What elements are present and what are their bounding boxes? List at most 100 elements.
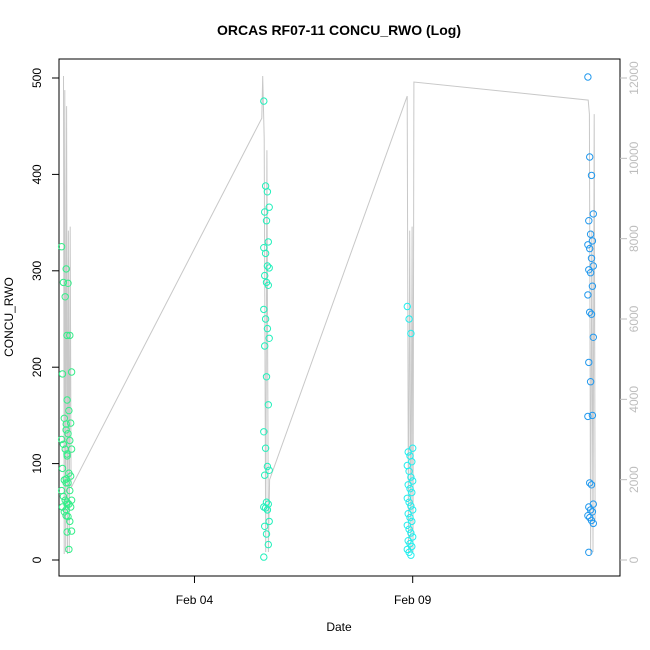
data-point bbox=[407, 551, 415, 559]
data-point bbox=[586, 479, 594, 487]
y-right-tick-label: 8000 bbox=[627, 225, 641, 252]
data-point bbox=[62, 265, 70, 273]
data-point bbox=[264, 401, 272, 409]
data-point bbox=[58, 464, 67, 473]
axes: 0 100 200 300 400 500 0 2000 4000 6000 8000 10000 12… bbox=[30, 61, 641, 607]
point-series bbox=[57, 73, 597, 561]
data-point bbox=[404, 510, 412, 518]
data-point bbox=[587, 310, 596, 318]
data-point bbox=[63, 331, 71, 340]
data-point bbox=[405, 315, 413, 323]
data-point bbox=[57, 243, 66, 251]
data-point bbox=[62, 426, 70, 434]
line-series bbox=[63, 75, 596, 555]
data-point bbox=[586, 244, 594, 253]
data-point bbox=[586, 269, 595, 277]
data-point bbox=[63, 498, 71, 506]
data-point bbox=[586, 506, 595, 514]
data-point bbox=[403, 302, 411, 311]
data-point bbox=[408, 488, 416, 497]
data-point bbox=[65, 406, 73, 415]
data-point bbox=[64, 430, 72, 438]
data-point bbox=[406, 485, 414, 493]
data-point bbox=[260, 428, 268, 436]
data-point bbox=[66, 517, 74, 526]
data-point bbox=[261, 504, 270, 512]
chart-title: ORCAS RF07-11 CONCU_RWO (Log) bbox=[217, 22, 461, 38]
data-point bbox=[65, 545, 73, 554]
data-point bbox=[589, 262, 597, 270]
data-point bbox=[262, 217, 271, 225]
data-point bbox=[587, 171, 596, 180]
data-point bbox=[584, 73, 592, 81]
data-point bbox=[409, 477, 417, 485]
data-point bbox=[409, 533, 417, 541]
data-point bbox=[409, 444, 417, 452]
data-point bbox=[58, 370, 67, 378]
data-point bbox=[263, 462, 272, 471]
data-point bbox=[404, 448, 412, 456]
x-tick-label: Feb 04 bbox=[176, 593, 214, 607]
data-point bbox=[59, 440, 68, 448]
data-point bbox=[586, 230, 595, 238]
data-point bbox=[265, 466, 273, 474]
data-point bbox=[262, 373, 271, 381]
data-point bbox=[62, 420, 70, 428]
data-point bbox=[589, 333, 597, 341]
data-point bbox=[64, 479, 72, 487]
data-point bbox=[265, 203, 273, 211]
data-point bbox=[64, 512, 72, 521]
data-point bbox=[264, 238, 272, 246]
data-point bbox=[64, 279, 72, 287]
data-point bbox=[60, 508, 69, 516]
data-point bbox=[261, 208, 269, 216]
data-point bbox=[67, 419, 75, 427]
y-right-tick-label: 12000 bbox=[627, 61, 641, 95]
data-point bbox=[260, 553, 268, 561]
data-point bbox=[407, 473, 415, 481]
data-point bbox=[261, 249, 270, 258]
data-point bbox=[265, 334, 273, 342]
data-point bbox=[405, 498, 413, 506]
data-point bbox=[588, 237, 597, 245]
x-axis-label: Date bbox=[326, 620, 352, 634]
data-point bbox=[589, 519, 597, 528]
data-point bbox=[57, 435, 66, 444]
data-point bbox=[67, 527, 76, 535]
y-left-tick-label: 200 bbox=[30, 357, 44, 377]
data-point bbox=[586, 153, 594, 161]
data-point bbox=[588, 282, 597, 290]
data-point bbox=[588, 411, 597, 420]
data-point bbox=[265, 264, 273, 272]
data-point bbox=[264, 540, 272, 549]
y-left-tick-label: 100 bbox=[30, 453, 44, 473]
data-point bbox=[405, 525, 413, 533]
y-right-tick-label: 0 bbox=[627, 556, 641, 563]
data-point bbox=[62, 506, 70, 514]
data-point bbox=[585, 548, 593, 556]
data-point bbox=[261, 315, 270, 323]
data-point bbox=[403, 521, 411, 529]
data-point bbox=[62, 475, 70, 483]
data-point bbox=[261, 471, 269, 479]
data-point bbox=[261, 271, 269, 280]
data-point bbox=[260, 305, 268, 314]
data-point bbox=[403, 494, 411, 502]
data-point bbox=[404, 481, 412, 489]
data-point bbox=[407, 529, 415, 537]
data-point bbox=[261, 342, 269, 350]
data-point bbox=[263, 188, 272, 196]
data-point bbox=[588, 508, 597, 516]
data-point bbox=[585, 358, 593, 367]
plot-frame bbox=[58, 58, 621, 577]
data-point bbox=[262, 530, 271, 538]
data-point bbox=[66, 436, 74, 445]
data-point bbox=[409, 506, 417, 514]
data-point bbox=[67, 368, 76, 376]
x-tick-label: Feb 09 bbox=[394, 593, 432, 607]
y-right-tick-label: 4000 bbox=[627, 386, 641, 413]
data-point bbox=[587, 254, 596, 262]
data-point bbox=[260, 97, 268, 105]
concu-line bbox=[63, 75, 596, 555]
